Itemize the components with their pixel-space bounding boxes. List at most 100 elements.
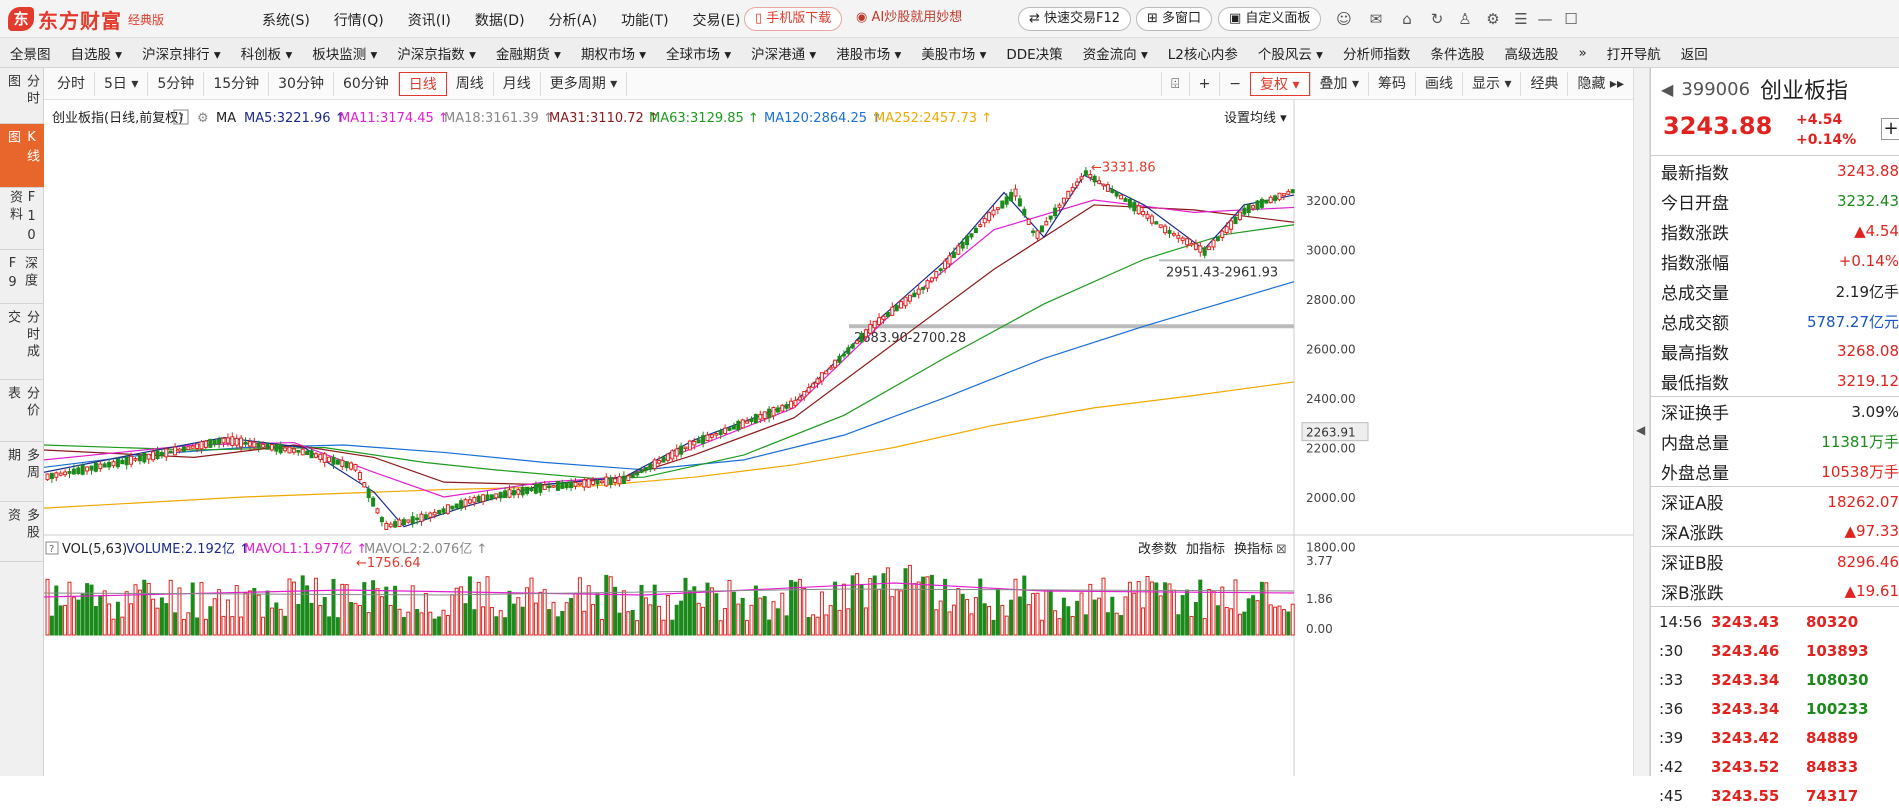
- nav-item[interactable]: 美股市场 ▾: [921, 46, 987, 63]
- toolbar-button[interactable]: 经典: [1520, 72, 1567, 96]
- period-tab[interactable]: 周线: [447, 71, 494, 96]
- toolbar-button[interactable]: 复权 ▾: [1250, 72, 1310, 96]
- menu-item[interactable]: 数据(D): [474, 13, 525, 29]
- mail-icon[interactable]: ✉: [1369, 10, 1383, 28]
- custom-panel-button[interactable]: ▣ 自定义面板: [1218, 7, 1322, 31]
- stat-row: 深A涨跌 ▲97.33: [1651, 516, 1899, 546]
- nav-item[interactable]: 沪深京排行 ▾: [142, 46, 221, 63]
- nav-item[interactable]: 自选股 ▾: [70, 46, 123, 63]
- menu-item[interactable]: 分析(A): [548, 13, 598, 29]
- zoom-out-icon[interactable]: −: [1219, 72, 1250, 96]
- mobile-download-button[interactable]: ▯ 手机版下载: [744, 7, 843, 31]
- lock-icon[interactable]: ⌹: [1161, 72, 1188, 96]
- left-tab[interactable]: 深度F9: [0, 250, 44, 304]
- nav-item[interactable]: 高级选股: [1504, 46, 1559, 63]
- nav-item[interactable]: 全球市场 ▾: [666, 46, 732, 63]
- ai-assistant-button[interactable]: ◉ AI炒股就用妙想: [856, 10, 963, 25]
- left-tab[interactable]: F10资料: [0, 188, 44, 250]
- nav-item[interactable]: 返回: [1680, 46, 1708, 63]
- left-tab[interactable]: 分时成交: [0, 304, 44, 380]
- toolbar-button[interactable]: 显示 ▾: [1462, 72, 1520, 96]
- period-tab[interactable]: 60分钟: [334, 71, 399, 96]
- volume-bar: [327, 616, 332, 636]
- tick-row: :39 3243.42 84889: [1651, 723, 1899, 752]
- collapse-left-icon[interactable]: ◀: [1636, 423, 1646, 437]
- panel-splitter[interactable]: ◀: [1633, 68, 1650, 776]
- candle-body: [718, 430, 723, 435]
- left-tab[interactable]: 多周期: [0, 442, 44, 502]
- nav-item[interactable]: L2核心内参: [1167, 46, 1238, 63]
- close-vol-icon[interactable]: ⊠: [1276, 542, 1287, 557]
- volume-bar: [164, 603, 169, 636]
- gear-icon[interactable]: ⚙: [197, 111, 209, 126]
- volume-bar: [1290, 603, 1295, 636]
- nav-item[interactable]: 科创板 ▾: [240, 46, 293, 63]
- nav-item[interactable]: 沪深港通 ▾: [751, 46, 817, 63]
- period-tab[interactable]: 更多周期 ▾: [541, 71, 628, 96]
- menu-item[interactable]: 交易(E): [692, 13, 741, 29]
- zoom-in-icon[interactable]: +: [1188, 72, 1220, 96]
- left-tab[interactable]: 分价表: [0, 380, 44, 442]
- candle-body: [344, 461, 349, 469]
- period-tab[interactable]: 5分钟: [148, 71, 205, 96]
- nav-item[interactable]: »: [1578, 44, 1587, 61]
- home-icon[interactable]: ⌂: [1402, 10, 1412, 28]
- toolbar-button[interactable]: 隐藏 ▸▸: [1567, 72, 1633, 96]
- nav-item[interactable]: 个股风云 ▾: [1257, 46, 1323, 63]
- change-value: +4.54: [1796, 112, 1843, 128]
- vol-button[interactable]: 改参数: [1138, 541, 1177, 557]
- vol-button[interactable]: 换指标: [1234, 542, 1273, 557]
- nav-item[interactable]: 条件选股: [1430, 46, 1485, 63]
- maximize-icon[interactable]: ☐: [1564, 10, 1578, 28]
- volume-bar: [1031, 593, 1036, 636]
- stat-row: 深证换手 3.09%: [1651, 396, 1899, 426]
- period-tab[interactable]: 分时: [48, 71, 95, 96]
- multi-window-button[interactable]: ⊞ 多窗口: [1136, 7, 1213, 31]
- nav-item[interactable]: 沪深京指数 ▾: [397, 46, 476, 63]
- toolbar-button[interactable]: 叠加 ▾: [1309, 72, 1368, 96]
- nav-item[interactable]: 金融期货 ▾: [495, 46, 561, 63]
- nav-item[interactable]: 打开导航: [1606, 46, 1661, 63]
- period-tab[interactable]: 5日 ▾: [95, 71, 149, 96]
- refresh-icon[interactable]: ↻: [1430, 10, 1444, 28]
- period-tab[interactable]: 日线: [398, 71, 447, 96]
- candle-body: [617, 476, 622, 485]
- candle-body: [670, 450, 675, 460]
- menu-item[interactable]: 系统(S): [262, 13, 310, 29]
- kline-svg[interactable]: 创业板指(日线,前复权)? ⚙ MA MA5:3221.96 ↑MA11:3174.4…: [43, 100, 1633, 776]
- nav-item[interactable]: 港股市场 ▾: [836, 46, 902, 63]
- left-tab[interactable]: 分时图: [0, 68, 44, 124]
- period-tab[interactable]: 月线: [494, 71, 541, 96]
- volume-bar: [723, 608, 728, 636]
- quick-trade-button[interactable]: ⇄ 快速交易F12: [1018, 7, 1132, 31]
- vol-help-icon[interactable]: [45, 541, 59, 555]
- prev-arrow-icon[interactable]: ◀: [1661, 79, 1674, 99]
- add-watchlist-button[interactable]: +: [1881, 118, 1899, 140]
- skin-icon[interactable]: ♙: [1458, 10, 1472, 28]
- more-icon[interactable]: ☰: [1514, 10, 1528, 28]
- kline-chart-area[interactable]: 创业板指(日线,前复权)? ⚙ MA MA5:3221.96 ↑ MA11:3174.4…: [43, 100, 1633, 776]
- minimize-icon[interactable]: —: [1537, 10, 1553, 28]
- candle-body: [1251, 205, 1256, 209]
- toolbar-button[interactable]: 画线: [1415, 72, 1462, 96]
- ma-settings-button[interactable]: 设置均线 ▾: [1224, 111, 1287, 126]
- left-tab[interactable]: K线图: [0, 124, 44, 188]
- vol-button[interactable]: 加指标: [1186, 542, 1225, 557]
- menu-item[interactable]: 资讯(I): [407, 13, 451, 29]
- menu-item[interactable]: 功能(T): [621, 13, 669, 29]
- volume-bar: [115, 601, 120, 636]
- nav-item[interactable]: DDE决策: [1006, 46, 1063, 63]
- period-tab[interactable]: 30分钟: [269, 71, 334, 96]
- help-icon[interactable]: [173, 109, 189, 125]
- nav-item[interactable]: 资金流向 ▾: [1082, 46, 1148, 63]
- left-tab[interactable]: 多股资: [0, 502, 44, 562]
- user-icon[interactable]: ☺: [1336, 10, 1352, 28]
- nav-item[interactable]: 板块监测 ▾: [312, 46, 378, 63]
- settings-icon[interactable]: ⚙: [1486, 10, 1500, 28]
- nav-item[interactable]: 全景图: [10, 46, 51, 63]
- nav-item[interactable]: 期权市场 ▾: [580, 46, 647, 63]
- period-tab[interactable]: 15分钟: [204, 71, 270, 96]
- toolbar-button[interactable]: 筹码: [1368, 72, 1415, 96]
- nav-item[interactable]: 分析师指数: [1342, 46, 1411, 63]
- menu-item[interactable]: 行情(Q): [333, 13, 384, 29]
